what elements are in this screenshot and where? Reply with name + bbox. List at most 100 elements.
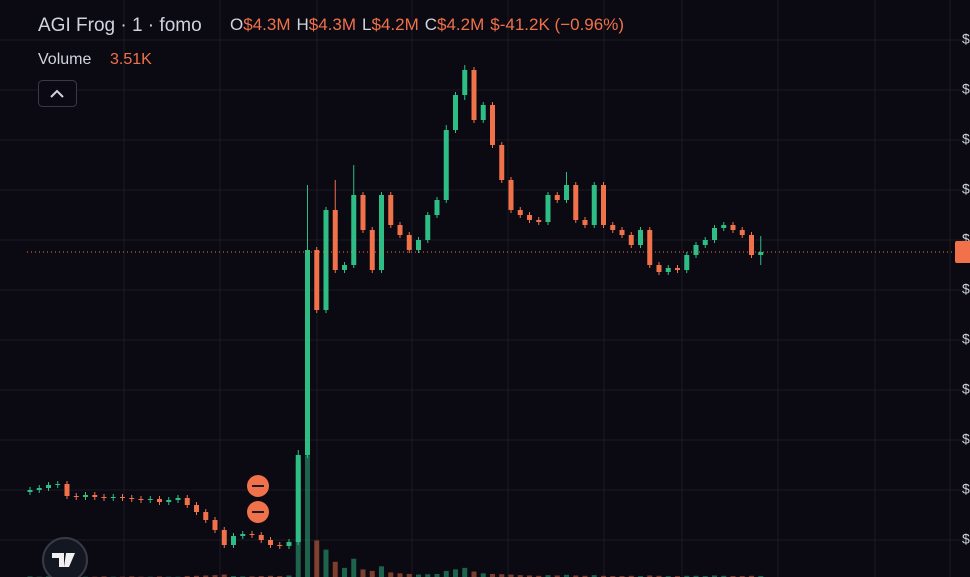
volume-bar [573,575,579,577]
volume-bar [693,575,699,577]
volume-bar [203,575,209,577]
candle-body [212,520,218,530]
volume-bar [582,575,588,577]
candle-body [443,130,449,200]
candle-body [536,220,542,222]
volume-bar [591,575,597,577]
volume-bar [397,573,403,577]
volume-bar [388,572,394,577]
candle-body [64,484,70,496]
candle-body [462,70,468,95]
candle-body [332,210,338,270]
volume-bar [221,574,227,577]
candle-body [527,215,532,220]
volume-bar [517,575,523,577]
volume-bar [490,573,495,577]
volume-bar [601,575,606,577]
ohlc-value: $4.3M [309,15,356,34]
volume-bar [286,575,292,577]
candle-body [240,534,246,536]
volume-bar [425,574,431,577]
candle-body [702,240,708,245]
candle-body [258,535,264,540]
candle-body [351,195,357,265]
volume-bar [434,573,440,577]
candle-body [564,185,569,200]
candle-body [416,240,421,250]
candle-body [758,252,764,255]
candle-body [175,498,181,500]
volume-bar [647,575,653,577]
candle-body [554,195,560,200]
candle-body [388,195,394,225]
volume-bar [379,566,384,577]
volume-bar [323,549,329,577]
candle-body [314,250,320,310]
candle-body [83,495,88,497]
ohlc-key: L [362,15,371,34]
candle-body [305,250,310,455]
volume-label: Volume [38,51,91,68]
volume-bar [721,575,727,577]
symbol-title: AGI Frog · 1 · fomo [38,15,202,36]
volume-bar [453,569,458,577]
candle-body [665,268,671,272]
candle-body [295,455,301,542]
candle-body [101,497,107,498]
ohlc-value: $4.2M [437,15,484,34]
candle-body [601,185,606,225]
ohlc-key: H [296,15,308,34]
candle-body [619,230,625,235]
candle-body [499,145,505,180]
volume-bar [758,575,764,577]
volume-bar [443,570,449,577]
collapse-button-frame[interactable] [38,80,77,107]
volume-bar [406,573,412,577]
candle-body [508,180,514,210]
candle-body [92,495,98,497]
candle-body [397,225,403,235]
candle-body [286,542,292,546]
volume-bar [268,575,273,577]
candle-body [591,185,597,225]
y-tick-label: $4.30M [962,181,970,197]
candle-body [221,530,227,545]
candle-body [573,185,579,220]
candle-body [545,195,551,222]
tv-logo-mark [52,553,75,567]
candle-body [342,265,347,270]
volume-bar [332,561,338,577]
y-tick-label: $4.35M [962,131,970,147]
candle-body [36,488,42,490]
tv-logo-badge[interactable] [42,537,88,577]
volume-bar [342,567,347,577]
candle-body [203,512,209,520]
ohlc-key: C [425,15,437,34]
volume-bar [712,575,717,577]
volume-bar [564,574,569,577]
y-tick-label: $4.00M [962,481,970,497]
candle-body [425,215,431,240]
change-value: $-41.2K (−0.96%) [490,15,624,34]
volume-bar [480,573,486,577]
ohlc-key: O [230,15,243,34]
chevron-up [50,89,64,98]
volume-bar [462,567,468,577]
candle-body [46,485,51,488]
plot [0,39,970,577]
volume-bar [508,574,514,577]
tv-logo[interactable] [42,537,88,577]
candle-body [55,484,61,485]
candle-body [27,490,33,492]
candle-body [490,105,495,145]
candle-body [231,536,236,545]
y-tick-label: $4.05M [962,431,970,447]
volume-bar [416,574,421,577]
candle-body [379,195,384,270]
candle-body [749,235,754,255]
candle-body [730,225,736,230]
collapse-button[interactable] [38,80,77,107]
y-tick-label: $4.10M [962,381,970,397]
